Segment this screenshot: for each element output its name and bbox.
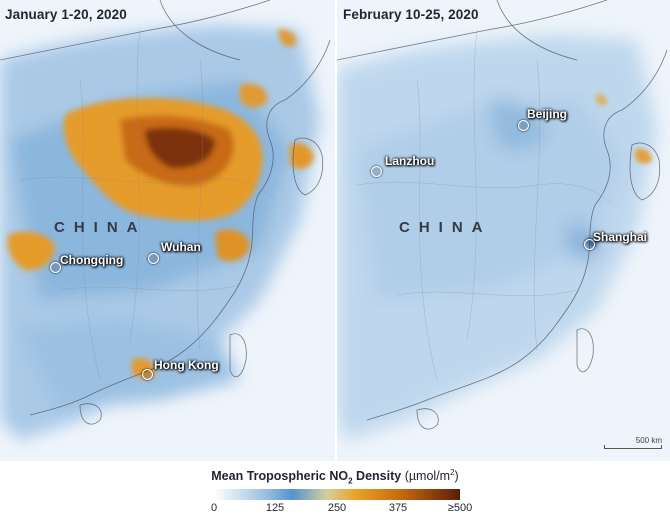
legend-unit-superscript: 2	[450, 468, 455, 477]
city-label-hong-kong: Hong Kong	[154, 358, 219, 372]
beijing-marker	[518, 120, 529, 131]
legend-title: Mean Tropospheric NO2 Density (µmol/m2)	[0, 468, 670, 486]
map-panel-february: February 10-25, 2020 CHINA Beijing Lanzh…	[337, 0, 670, 461]
blue-haze	[337, 35, 657, 440]
shanghai-marker	[584, 239, 595, 250]
scale-label: 500 km	[635, 436, 662, 445]
legend-color-ramp	[214, 489, 460, 500]
scale-bar: 500 km	[604, 436, 662, 449]
province-borders	[19, 29, 276, 381]
lanzhou-marker	[371, 166, 382, 177]
hong-kong-marker	[142, 369, 153, 380]
coastline	[0, 0, 331, 425]
country-label-china: CHINA	[399, 219, 492, 236]
map-february	[337, 0, 670, 461]
legend-unit-prefix: (µmol/m	[404, 469, 451, 484]
legend-tick-500: ≥500	[447, 502, 473, 514]
chongqing-marker	[50, 262, 61, 273]
country-label-china: CHINA	[54, 219, 147, 236]
map-january	[0, 0, 335, 461]
legend-tick-250: 250	[327, 502, 347, 514]
scale-line	[604, 445, 662, 449]
legend-tick-125: 125	[265, 502, 285, 514]
wuhan-marker	[148, 253, 159, 264]
legend-title-suffix: Density	[352, 469, 402, 484]
legend-title-subscript: 2	[348, 476, 353, 486]
legend: Mean Tropospheric NO2 Density (µmol/m2) …	[0, 461, 670, 522]
panel-title-january: January 1-20, 2020	[5, 7, 127, 22]
coastline	[337, 0, 668, 430]
legend-tick-375: 375	[388, 502, 408, 514]
city-label-lanzhou: Lanzhou	[385, 154, 435, 168]
city-label-beijing: Beijing	[527, 107, 568, 121]
legend-unit-suffix: )	[454, 469, 459, 484]
map-panel-january: January 1-20, 2020 CHINA Chongqing Wuhan…	[0, 0, 335, 461]
panel-title-february: February 10-25, 2020	[343, 7, 479, 22]
legend-tick-0: 0	[210, 502, 218, 514]
city-label-chongqing: Chongqing	[60, 253, 124, 267]
province-borders	[356, 29, 613, 381]
no2-hotspots	[7, 29, 314, 379]
legend-title-prefix: Mean Tropospheric NO	[211, 469, 349, 484]
panel-divider	[335, 0, 337, 461]
city-label-shanghai: Shanghai	[593, 230, 648, 244]
city-label-wuhan: Wuhan	[161, 240, 201, 254]
